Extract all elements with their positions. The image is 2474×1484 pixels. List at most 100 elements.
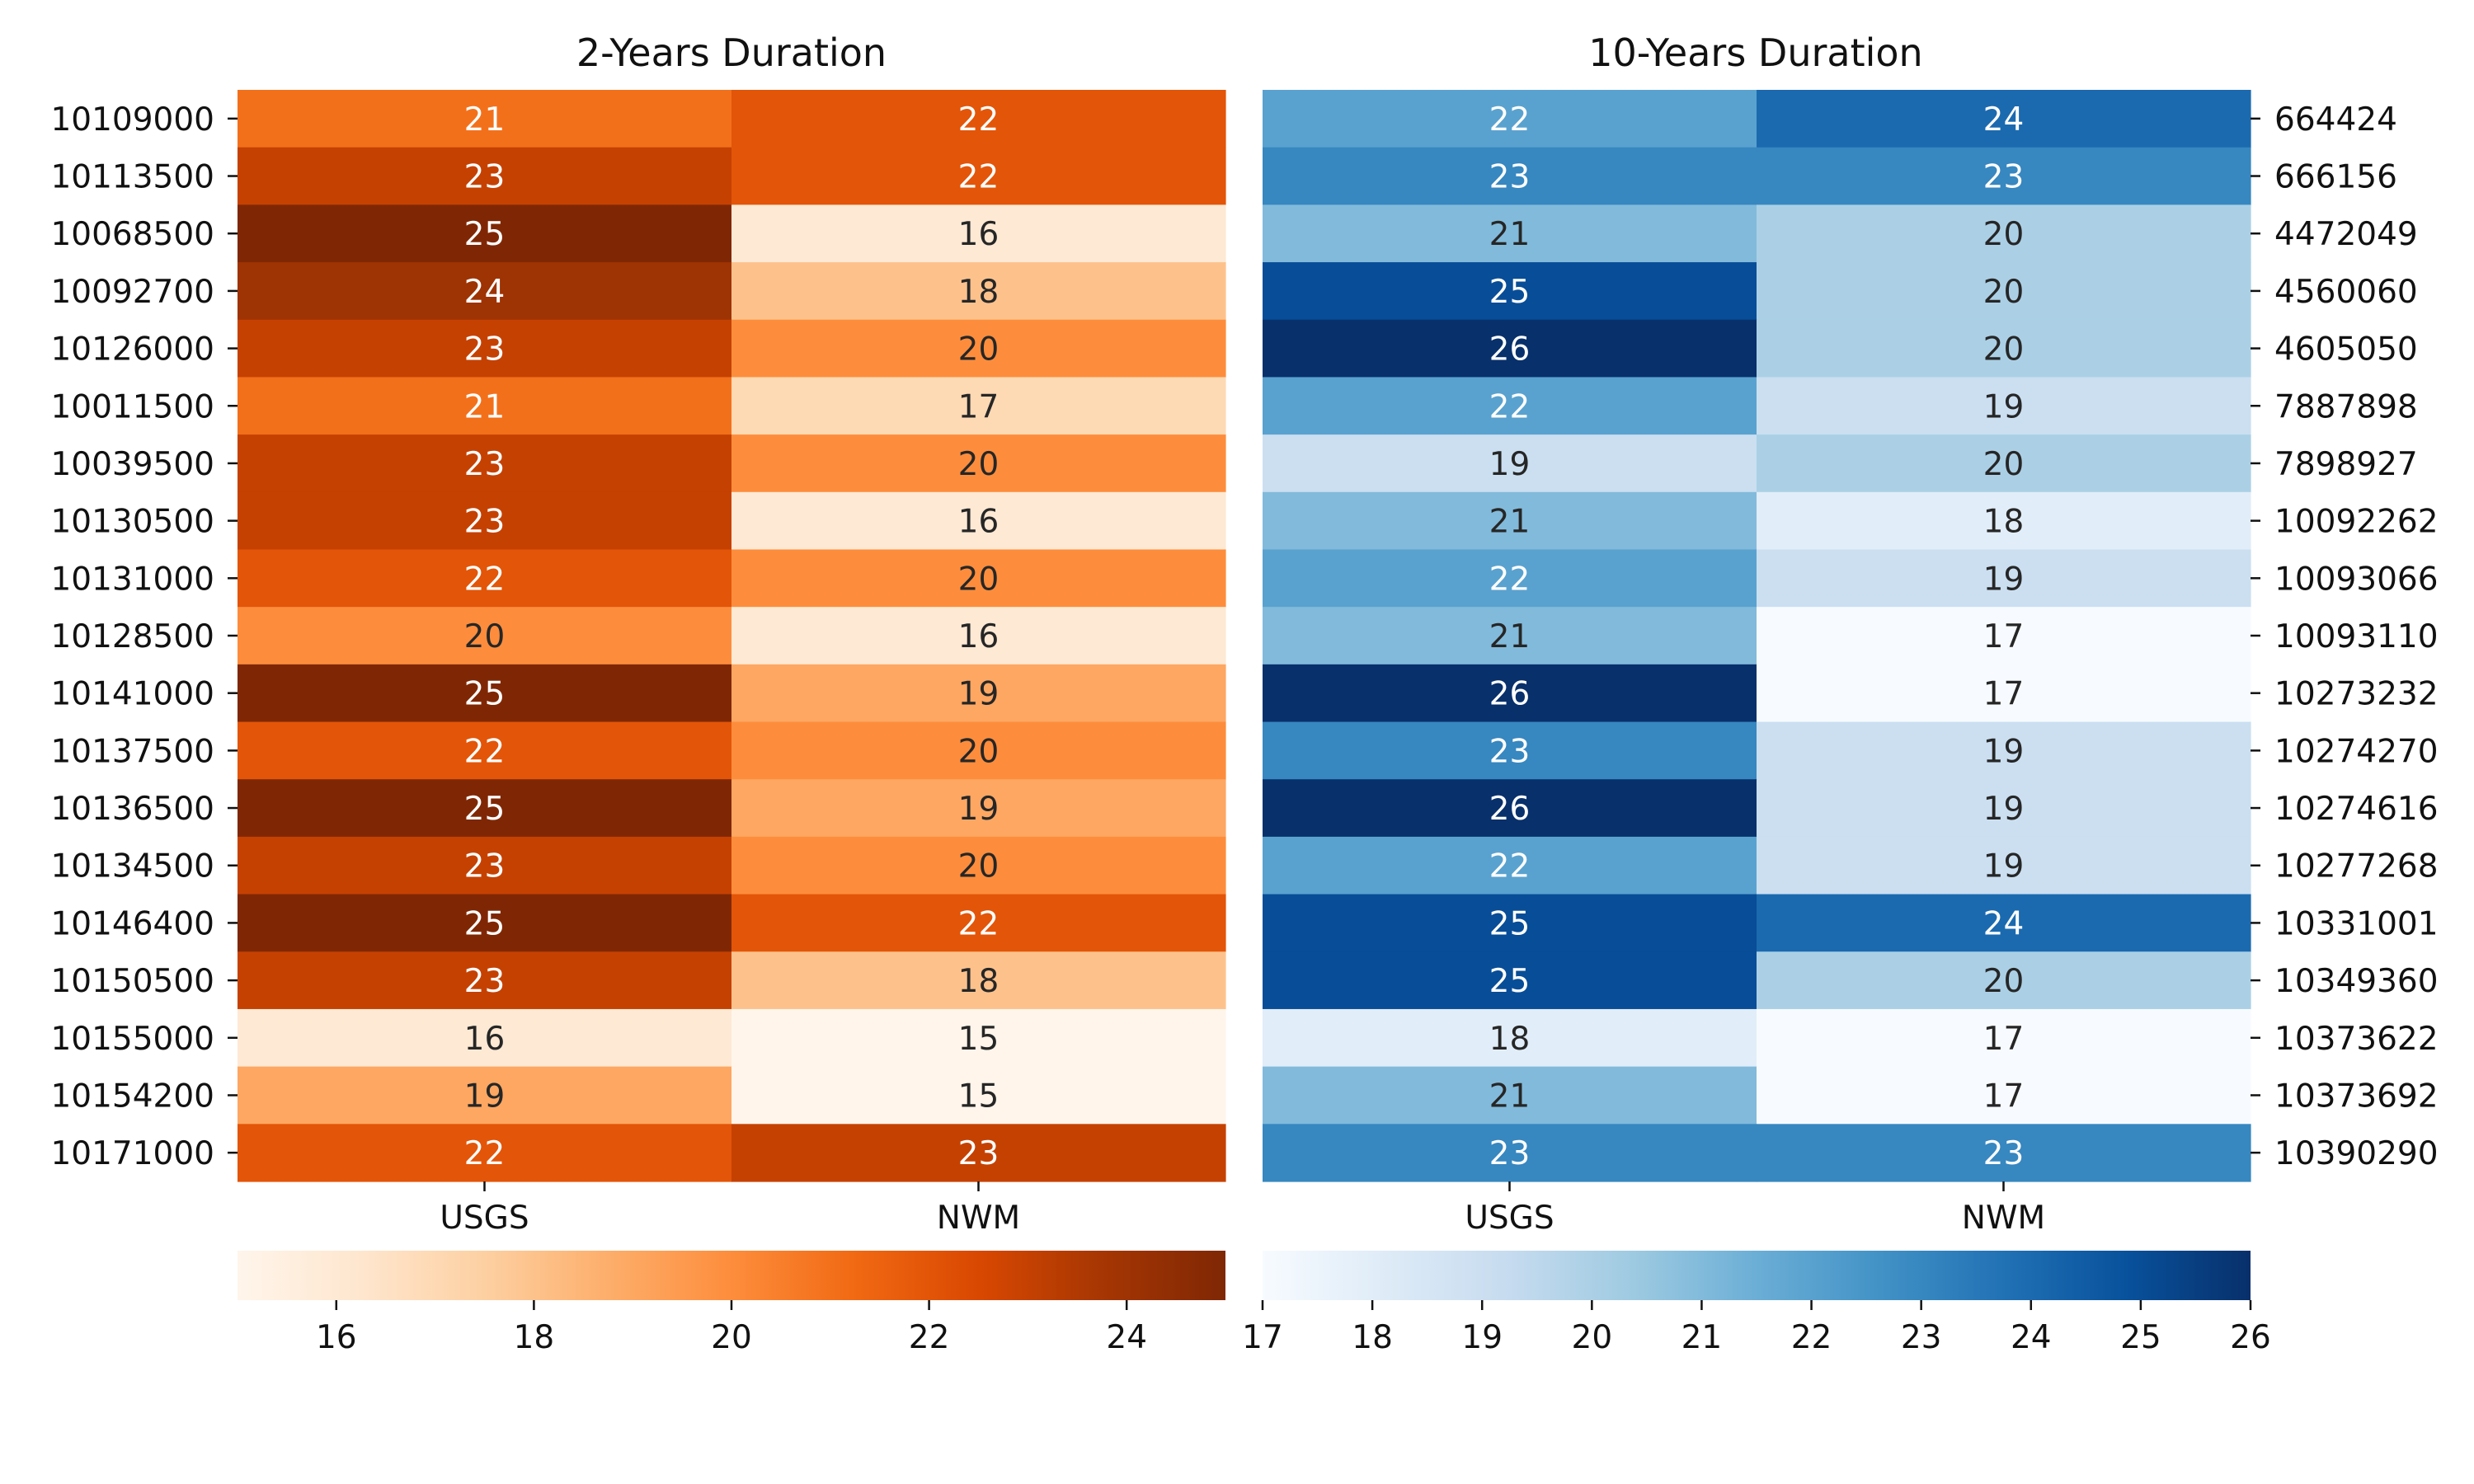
heatmap-cell	[1757, 721, 2251, 780]
heatmap-cell	[1757, 951, 2251, 1010]
cell-value-label: 23	[1983, 1135, 2025, 1172]
row-label: 10274616	[2274, 791, 2439, 828]
cell-value-label: 17	[1983, 676, 2025, 713]
row-label: 10134500	[50, 848, 214, 885]
row-label: 10277268	[2274, 848, 2439, 885]
heatmap-cell	[731, 147, 1226, 205]
left-colorbar: 16 18 20 22 24	[238, 1251, 1225, 1356]
heatmap-cell	[1263, 836, 1757, 895]
heatmap-cell	[731, 262, 1226, 321]
right-heatmap-title: 10-Years Duration	[1588, 31, 1922, 75]
heatmap-cell	[1263, 951, 1757, 1010]
heatmap-cell	[731, 1124, 1226, 1182]
right-colorbar: 17 18 19 20 21 22 23 24 25 26	[1242, 1251, 2271, 1356]
heatmap-cell	[1263, 204, 1757, 263]
cell-value-label: 23	[464, 159, 506, 196]
row-label: 10039500	[50, 446, 214, 483]
heatmap-cell	[731, 607, 1226, 665]
row-label: 10093066	[2274, 561, 2439, 598]
heatmap-cell	[238, 1008, 732, 1068]
cell-value-label: 21	[464, 388, 506, 425]
colorbar-tick-label: 26	[2230, 1319, 2271, 1356]
row-label: 10150500	[50, 963, 214, 1000]
heatmap-cell	[238, 549, 732, 608]
cell-value-label: 23	[464, 446, 506, 483]
cell-value-label: 25	[464, 216, 506, 253]
cell-value-label: 19	[1983, 733, 2025, 770]
row-label: 4560060	[2274, 274, 2418, 311]
cell-value-label: 19	[464, 1078, 506, 1115]
heatmap-cell	[238, 1124, 732, 1182]
heatmap-cell	[238, 779, 732, 838]
heatmap-cell	[1757, 1066, 2251, 1125]
cell-value-label: 25	[1489, 905, 1531, 942]
left-heatmap: 21 22 10109000 23 22 10113500 25 16 10068500 24 18…	[50, 90, 1226, 1237]
heatmap-cell	[238, 204, 732, 263]
row-label: 10154200	[50, 1078, 214, 1115]
colorbar-tick-label: 19	[1461, 1319, 1503, 1356]
cell-value-label: 19	[958, 676, 999, 713]
heatmap-cell	[1263, 319, 1757, 378]
colorbar-gradient	[1263, 1251, 2251, 1300]
cell-value-label: 18	[1983, 504, 2025, 541]
heatmap-cell	[1263, 664, 1757, 723]
row-label: 10128500	[50, 618, 214, 655]
row-label: 10141000	[50, 676, 214, 713]
row-label: 10390290	[2274, 1135, 2439, 1172]
row-label: 10126000	[50, 331, 214, 369]
left-heatmap-title: 2-Years Duration	[576, 31, 887, 75]
cell-value-label: 23	[464, 848, 506, 885]
heatmap-cell	[1263, 894, 1757, 952]
cell-value-label: 20	[1983, 331, 2025, 369]
cell-value-label: 24	[1983, 101, 2025, 139]
row-label: 10092262	[2274, 504, 2439, 541]
cell-value-label: 20	[958, 331, 999, 369]
cell-value-label: 23	[1489, 1135, 1531, 1172]
heatmap-cell	[238, 90, 732, 148]
row-label: 10068500	[50, 216, 214, 253]
cell-value-label: 20	[1983, 446, 2025, 483]
cell-value-label: 24	[1983, 905, 2025, 942]
row-label: 10137500	[50, 733, 214, 770]
heatmap-cell	[1757, 319, 2251, 378]
cell-value-label: 15	[958, 1021, 999, 1058]
heatmap-cell	[1757, 664, 2251, 723]
cell-value-label: 15	[958, 1078, 999, 1115]
heatmap-cell	[1757, 204, 2251, 263]
heatmap-cell	[1757, 434, 2251, 493]
cell-value-label: 19	[958, 791, 999, 828]
heatmap-cell	[1757, 491, 2251, 551]
row-label: 7887898	[2274, 388, 2418, 425]
cell-value-label: 23	[464, 504, 506, 541]
cell-value-label: 16	[464, 1021, 506, 1058]
colorbar-tick-label: 24	[1106, 1319, 1147, 1356]
cell-value-label: 22	[958, 159, 999, 196]
heatmap-cell	[238, 319, 732, 378]
heatmap-cell	[1263, 721, 1757, 780]
row-label: 10349360	[2274, 963, 2439, 1000]
cell-value-label: 25	[464, 791, 506, 828]
cell-value-label: 25	[464, 676, 506, 713]
row-label: 4472049	[2274, 216, 2418, 253]
cell-value-label: 20	[958, 733, 999, 770]
cell-value-label: 25	[464, 905, 506, 942]
colorbar-tick-label: 18	[1352, 1319, 1393, 1356]
heatmap-cell	[1263, 262, 1757, 321]
colorbar-tick-label: 16	[316, 1319, 357, 1356]
cell-value-label: 22	[1489, 388, 1531, 425]
row-label: 10011500	[50, 388, 214, 425]
colorbar-tick-label: 23	[1901, 1319, 1942, 1356]
column-label: USGS	[440, 1200, 529, 1237]
cell-value-label: 21	[1489, 618, 1531, 655]
cell-value-label: 23	[958, 1135, 999, 1172]
row-label: 10171000	[50, 1135, 214, 1172]
cell-value-label: 23	[1489, 159, 1531, 196]
heatmap-cell	[238, 147, 732, 205]
heatmap-cell	[238, 491, 732, 551]
colorbar-gradient	[238, 1251, 1225, 1300]
cell-value-label: 16	[958, 618, 999, 655]
colorbar-tick-label: 22	[1791, 1319, 1832, 1356]
heatmap-cell	[238, 377, 732, 435]
heatmap-cell	[1263, 549, 1757, 608]
cell-value-label: 20	[1983, 274, 2025, 311]
